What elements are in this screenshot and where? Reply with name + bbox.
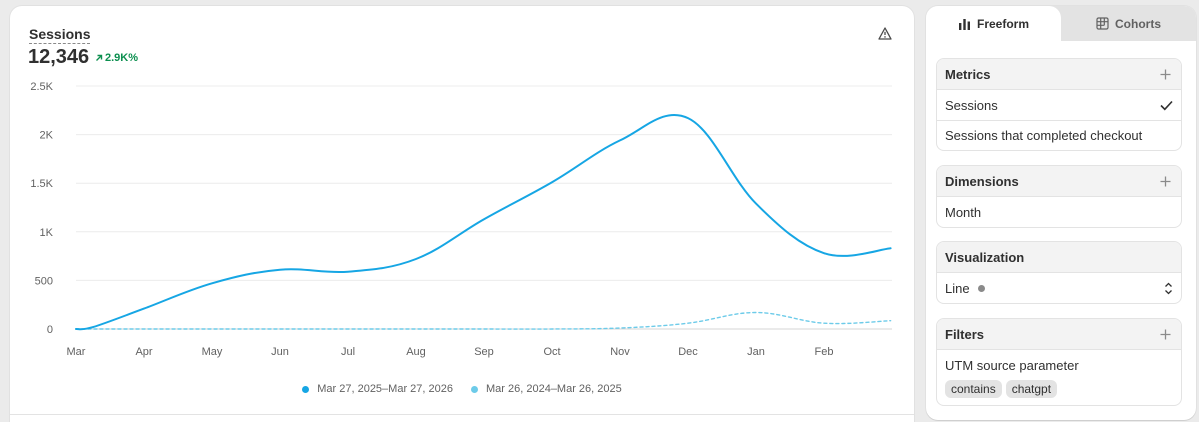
x-tick-label: Feb <box>815 346 834 358</box>
y-tick-label: 1.5K <box>30 178 53 190</box>
x-tick-label: Mar <box>67 346 86 358</box>
y-tick-label: 500 <box>35 275 53 287</box>
metrics-header: Metrics <box>937 59 1181 90</box>
metric-value: 12,346 <box>28 46 90 68</box>
series-line-current <box>75 113 892 331</box>
dimensions-header: Dimensions <box>937 166 1181 197</box>
x-tick-label: May <box>202 346 223 358</box>
chart-card: Sessions 12,346 2.9K% 0 500 1K 1.5K 2K 2.5K Ma… <box>10 6 914 422</box>
filter-item[interactable]: UTM source parameter <box>937 350 1181 380</box>
add-dimension-button[interactable] <box>1158 174 1172 188</box>
legend-label-previous: Mar 26, 2024–Mar 26, 2025 <box>486 383 622 395</box>
metrics-header-label: Metrics <box>945 66 991 82</box>
legend-label-current: Mar 27, 2025–Mar 27, 2026 <box>317 383 453 395</box>
x-tick-label: Nov <box>610 346 630 358</box>
x-tick-label: Sep <box>474 346 494 358</box>
filters-section: Filters UTM source parameter contains ch… <box>936 318 1182 406</box>
y-tick-label: 2K <box>40 130 54 142</box>
legend-item-previous[interactable]: Mar 26, 2024–Mar 26, 2025 <box>471 383 622 395</box>
bar-chart-icon <box>958 18 970 30</box>
add-filter-button[interactable] <box>1158 327 1172 341</box>
checkmark-icon <box>1160 100 1173 110</box>
visualization-select[interactable]: Line <box>937 273 1181 303</box>
series-line-previous <box>75 311 892 330</box>
select-chevrons-icon <box>1165 282 1172 294</box>
y-tick-label: 2.5K <box>30 81 53 93</box>
metric-change: 2.9K% <box>95 52 138 64</box>
visualization-section: Visualization Line <box>936 241 1182 304</box>
visualization-value: Line <box>945 281 985 296</box>
tab-freeform-label: Freeform <box>976 16 1029 31</box>
arrow-up-right-icon <box>96 54 103 61</box>
x-tick-label: Jan <box>747 346 765 358</box>
metric-change-value: 2.9K% <box>105 52 139 64</box>
legend-item-current[interactable]: Mar 27, 2025–Mar 27, 2026 <box>302 383 453 395</box>
legend-dot-current <box>302 385 310 393</box>
metric-item-sessions[interactable]: Sessions <box>937 90 1181 120</box>
y-tick-label: 1K <box>40 227 54 239</box>
dimensions-section: Dimensions Month <box>936 165 1182 228</box>
x-tick-label: Apr <box>135 346 152 358</box>
x-tick-label: Oct <box>543 346 560 358</box>
x-tick-label: Jul <box>341 346 355 358</box>
add-metric-button[interactable] <box>1158 67 1172 81</box>
y-tick-label: 0 <box>47 324 53 336</box>
visualization-value-label: Line <box>945 280 970 296</box>
chart-legend: Mar 27, 2025–Mar 27, 2026 Mar 26, 2024–M… <box>10 383 914 395</box>
plus-icon <box>1160 176 1170 186</box>
panel-tabs: Freeform Cohorts <box>926 6 1196 41</box>
plus-icon <box>1160 329 1170 339</box>
plus-icon <box>1160 69 1170 79</box>
side-panel: Freeform Cohorts Metrics Sessions Sessio… <box>926 6 1196 420</box>
warning-button[interactable] <box>876 24 894 42</box>
metrics-section: Metrics Sessions Sessions that completed… <box>936 58 1182 151</box>
line-style-dot <box>977 284 985 292</box>
tab-freeform[interactable]: Freeform <box>926 6 1061 41</box>
tab-cohorts[interactable]: Cohorts <box>1061 6 1196 41</box>
grid-icon <box>1096 17 1109 30</box>
tab-cohorts-label: Cohorts <box>1115 16 1161 31</box>
x-tick-label: Aug <box>406 346 426 358</box>
filter-value-tag[interactable]: chatgpt <box>1005 380 1058 398</box>
warning-triangle-icon <box>878 26 892 40</box>
dimension-item-label: Month <box>945 204 982 220</box>
dimension-item-month[interactable]: Month <box>937 197 1181 227</box>
visualization-header: Visualization <box>937 242 1181 273</box>
card-divider <box>10 414 914 415</box>
metric-item-label: Sessions <box>945 97 998 113</box>
dimensions-header-label: Dimensions <box>945 173 1019 189</box>
metric-item-checkout[interactable]: Sessions that completed checkout <box>937 120 1181 150</box>
legend-dot-previous <box>471 385 478 393</box>
filters-header-label: Filters <box>945 326 985 342</box>
visualization-header-label: Visualization <box>945 249 1025 265</box>
sessions-line-chart: 0 500 1K 1.5K 2K 2.5K Mar Apr May Jun Jul Aug Sep Oct… <box>30 81 892 358</box>
x-tick-label: Dec <box>678 346 698 358</box>
x-tick-label: Jun <box>271 346 289 358</box>
filters-header: Filters <box>937 319 1181 350</box>
filter-tags: contains chatgpt <box>937 380 1181 405</box>
metric-item-label: Sessions that completed checkout <box>945 128 1143 143</box>
filter-name: UTM source parameter <box>945 357 1079 373</box>
filter-operator-tag[interactable]: contains <box>945 380 1002 398</box>
metric-title[interactable]: Sessions <box>29 26 91 44</box>
